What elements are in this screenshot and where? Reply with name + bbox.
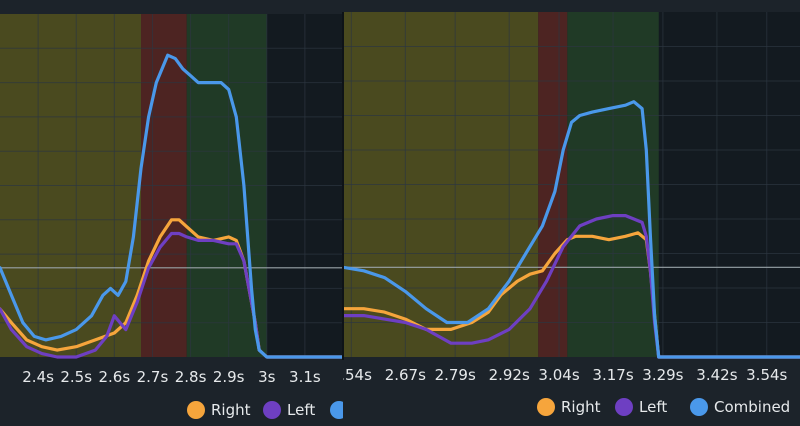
x-tick-label: 2.8s	[175, 368, 207, 386]
legend-swatch-combined[interactable]	[330, 401, 348, 419]
chart-panel-right: 2.54s 2.67s 2.79s 2.92s 3.04s 3.17s 3.29s 3.42s…	[331, 12, 800, 416]
legend: Right Left	[187, 401, 348, 419]
x-tick-label: 2.92s	[489, 366, 530, 384]
plot-area: 2.54s 2.67s 2.79s 2.92s 3.04s 3.17s 3.29s 3.42s…	[331, 12, 800, 384]
x-tick-label: 3.1s	[289, 368, 321, 386]
legend-swatch-right[interactable]	[537, 398, 555, 416]
legend: Right Left Combined	[537, 398, 790, 416]
x-tick-label: 2.5s	[60, 368, 92, 386]
legend-swatch-combined[interactable]	[690, 398, 708, 416]
legend-label-combined[interactable]: Combined	[714, 398, 790, 416]
x-tick-label: 2.9s	[213, 368, 245, 386]
x-tick-label: 3s	[258, 368, 276, 386]
legend-label-right[interactable]: Right	[561, 398, 601, 416]
plot-area: 2.4s 2.5s 2.6s 2.7s 2.8s 2.9s 3s 3.1s	[0, 14, 343, 386]
x-tick-label: 3.42s	[696, 366, 737, 384]
legend-swatch-left[interactable]	[615, 398, 633, 416]
legend-swatch-right[interactable]	[187, 401, 205, 419]
x-tick-label: 2.54s	[331, 366, 372, 384]
legend-label-left[interactable]: Left	[287, 401, 315, 419]
x-tick-label: 2.79s	[435, 366, 476, 384]
x-tick-label: 3.04s	[538, 366, 579, 384]
x-tick-label: 2.7s	[137, 368, 169, 386]
x-tick-label: 3.17s	[592, 366, 633, 384]
legend-label-left[interactable]: Left	[639, 398, 667, 416]
x-tick-label: 2.6s	[98, 368, 130, 386]
legend-swatch-left[interactable]	[263, 401, 281, 419]
chart-panel-left: 2.4s 2.5s 2.6s 2.7s 2.8s 2.9s 3s 3.1s Right Left	[0, 14, 348, 419]
x-tick-label: 3.29s	[642, 366, 683, 384]
x-tick-label: 2.67s	[385, 366, 426, 384]
series-line-combined	[0, 53, 343, 359]
x-tick-label: 3.54s	[746, 366, 787, 384]
series-line-combined	[343, 100, 800, 359]
legend-label-right[interactable]: Right	[211, 401, 251, 419]
x-tick-label: 2.4s	[22, 368, 54, 386]
